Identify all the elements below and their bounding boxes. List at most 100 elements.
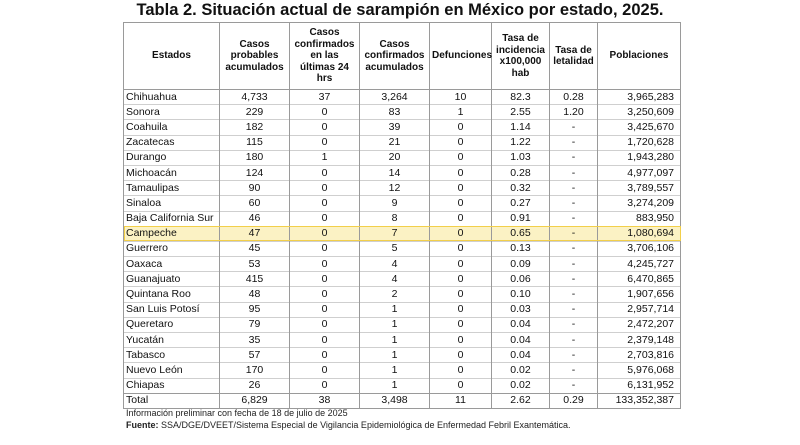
value-cell: 0 xyxy=(429,332,492,348)
source-label: Fuente: xyxy=(126,419,159,430)
value-cell: 0 xyxy=(429,241,492,257)
table-row: Chiapas 26 0 1 0 0.02-6,131,952 xyxy=(123,378,681,394)
value-cell: - xyxy=(549,332,598,348)
table-row: Baja California Sur 46 0 8 0 0.91-883,950 xyxy=(123,211,681,227)
value-cell: 1 xyxy=(359,347,430,363)
value-cell: 0 xyxy=(429,302,492,318)
value-cell: - xyxy=(549,241,598,257)
value-cell: 8 xyxy=(359,211,430,227)
value-cell: 0 xyxy=(429,271,492,287)
table-notes: Información preliminar con fecha de 18 d… xyxy=(126,408,571,431)
value-cell: 0.10 xyxy=(491,286,550,303)
value-cell: 0.04 xyxy=(491,332,550,348)
value-cell: 0.28 xyxy=(549,89,598,105)
value-cell: - xyxy=(549,362,598,379)
value-cell: 0 xyxy=(289,271,360,287)
value-cell: 1 xyxy=(359,362,430,379)
total-label: Total xyxy=(123,393,220,409)
value-cell: 0 xyxy=(429,256,492,272)
state-cell: Durango xyxy=(123,150,220,166)
value-cell: 0 xyxy=(429,362,492,379)
value-cell: 26 xyxy=(219,378,290,394)
value-cell: 9 xyxy=(359,195,430,211)
value-cell: 0.02 xyxy=(491,378,550,394)
value-cell: - xyxy=(549,302,598,318)
value-cell: 4 xyxy=(359,256,430,272)
value-cell: 0 xyxy=(289,211,360,227)
value-cell: 0 xyxy=(289,256,360,272)
value-cell: 0 xyxy=(429,195,492,211)
population-cell: 3,425,670 xyxy=(597,119,681,136)
population-cell: 2,703,816 xyxy=(597,347,681,363)
population-cell: 4,977,097 xyxy=(597,165,681,181)
table-row: Yucatán 35 0 1 0 0.04-2,379,148 xyxy=(123,332,681,348)
state-cell: Tamaulipas xyxy=(123,180,220,196)
value-cell: 83 xyxy=(359,104,430,120)
value-cell: 1.14 xyxy=(491,119,550,136)
table-row: Guerrero 45 0 5 0 0.13-3,706,106 xyxy=(123,241,681,257)
value-cell: - xyxy=(549,195,598,211)
value-cell: 20 xyxy=(359,150,430,166)
population-cell: 1,943,280 xyxy=(597,150,681,166)
header-row: Estados Casos probables acumulados Casos… xyxy=(123,22,681,90)
population-cell: 1,080,694 xyxy=(597,226,681,242)
value-cell: 0 xyxy=(289,332,360,348)
value-cell: 0.91 xyxy=(491,211,550,227)
value-cell: 0.03 xyxy=(491,302,550,318)
population-cell: 3,250,609 xyxy=(597,104,681,120)
state-cell: Tabasco xyxy=(123,347,220,363)
value-cell: - xyxy=(549,286,598,303)
value-cell: 46 xyxy=(219,211,290,227)
state-cell: Chihuahua xyxy=(123,89,220,105)
header-cell: Casos probables acumulados xyxy=(219,22,290,90)
table-row: Sinaloa 60 0 9 0 0.27-3,274,209 xyxy=(123,195,681,211)
measles-table: Estados Casos probables acumulados Casos… xyxy=(123,22,681,409)
total-row: Total 6,829 38 3,498 11 2.62 0.29 133,35… xyxy=(123,393,681,409)
value-cell: 0.09 xyxy=(491,256,550,272)
value-cell: 0 xyxy=(289,317,360,333)
population-cell: 6,470,865 xyxy=(597,271,681,287)
value-cell: 7 xyxy=(359,226,430,242)
value-cell: 0 xyxy=(429,286,492,303)
value-cell: 180 xyxy=(219,150,290,166)
header-cell: Tasa de letalidad xyxy=(549,22,598,90)
value-cell: 53 xyxy=(219,256,290,272)
table-row: Queretaro 79 0 1 0 0.04-2,472,207 xyxy=(123,317,681,333)
value-cell: 0.65 xyxy=(491,226,550,242)
value-cell: 0.28 xyxy=(491,165,550,181)
value-cell: 0 xyxy=(289,165,360,181)
header-cell: Casos confirmados en las últimas 24 hrs xyxy=(289,22,360,90)
value-cell: 1 xyxy=(359,317,430,333)
state-cell: Guanajuato xyxy=(123,271,220,287)
value-cell: 95 xyxy=(219,302,290,318)
population-cell: 2,472,207 xyxy=(597,317,681,333)
population-cell: 5,976,068 xyxy=(597,362,681,379)
value-cell: - xyxy=(549,119,598,136)
value-cell: 0 xyxy=(429,119,492,136)
table-row: Sonora 229 0 83 1 2.55 1.20 3,250,609 xyxy=(123,104,681,120)
value-cell: 60 xyxy=(219,195,290,211)
value-cell: 0 xyxy=(289,302,360,318)
population-cell: 883,950 xyxy=(597,211,681,227)
state-cell: Sinaloa xyxy=(123,195,220,211)
value-cell: - xyxy=(549,180,598,196)
value-cell: 0 xyxy=(289,362,360,379)
table-row: Nuevo León 170 0 1 0 0.02-5,976,068 xyxy=(123,362,681,379)
value-cell: 1 xyxy=(359,302,430,318)
population-cell: 3,789,557 xyxy=(597,180,681,196)
state-cell: Queretaro xyxy=(123,317,220,333)
value-cell: 1.22 xyxy=(491,135,550,151)
value-cell: 39 xyxy=(359,119,430,136)
population-cell: 3,706,106 xyxy=(597,241,681,257)
value-cell: 1 xyxy=(429,104,492,120)
total-cell: 6,829 xyxy=(219,393,290,409)
value-cell: - xyxy=(549,347,598,363)
value-cell: 0 xyxy=(289,180,360,196)
state-cell: Guerrero xyxy=(123,241,220,257)
total-cell: 2.62 xyxy=(491,393,550,409)
state-cell: Zacatecas xyxy=(123,135,220,151)
value-cell: 0.32 xyxy=(491,180,550,196)
table-row: Coahuila 182 0 39 0 1.14-3,425,670 xyxy=(123,119,681,136)
value-cell: 1 xyxy=(359,378,430,394)
population-cell: 6,131,952 xyxy=(597,378,681,394)
